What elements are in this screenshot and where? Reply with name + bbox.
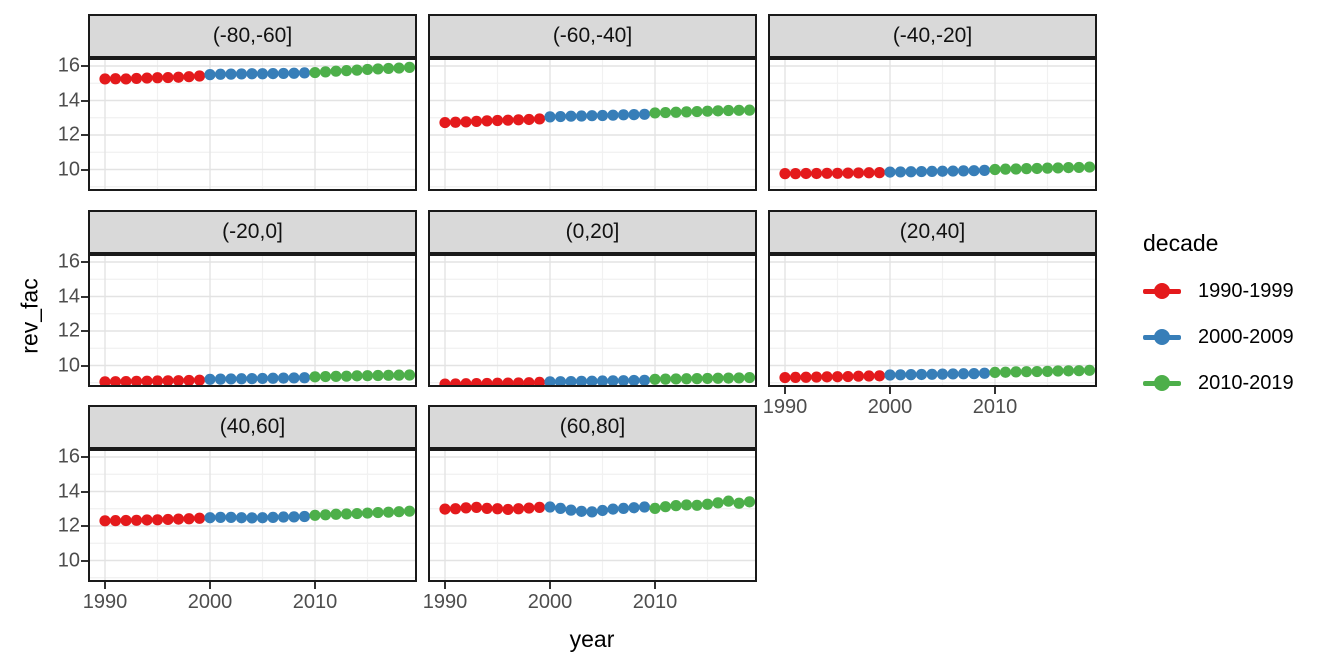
y-axis-tick-label: 12 bbox=[57, 123, 80, 146]
x-axis-tick-label: 1990 bbox=[762, 396, 808, 418]
x-axis-tick-mark bbox=[549, 582, 551, 589]
x-axis-tick-label: 1990 bbox=[82, 591, 128, 613]
y-axis-tick-label: 16 bbox=[57, 445, 80, 468]
facet-strip-label: (20,40] bbox=[768, 210, 1097, 254]
y-axis-tick-label: 16 bbox=[57, 250, 80, 273]
facet-strip-label: (40,60] bbox=[88, 405, 417, 449]
x-axis-tick-label: 2010 bbox=[292, 591, 338, 613]
legend-entry-2000-2009: 2000-2009 bbox=[1143, 325, 1294, 349]
y-axis-tick-mark bbox=[81, 525, 88, 527]
facet-strip-label: (-20,0] bbox=[88, 210, 417, 254]
y-axis-tick-mark bbox=[81, 261, 88, 263]
y-axis-tick-label: 14 bbox=[57, 89, 80, 111]
facet-strip-label: (60,80] bbox=[428, 405, 757, 449]
x-axis-tick-mark bbox=[889, 387, 891, 394]
legend-title: decade bbox=[1143, 230, 1219, 256]
y-axis-tick-label: 14 bbox=[57, 480, 80, 502]
legend-key-green-icon bbox=[1143, 373, 1181, 393]
x-axis-tick-label: 1990 bbox=[422, 591, 468, 613]
facet-panel bbox=[88, 254, 417, 387]
y-axis-tick-label: 16 bbox=[57, 54, 80, 77]
y-axis-tick-mark bbox=[81, 490, 88, 493]
x-axis-tick-mark bbox=[784, 387, 786, 394]
facet-strip-label: (-80,-60] bbox=[88, 14, 417, 58]
x-axis-tick-mark bbox=[444, 582, 446, 589]
y-axis-tick-label: 10 bbox=[57, 549, 80, 571]
x-axis-title: year bbox=[569, 626, 615, 652]
x-axis-tick-mark bbox=[209, 582, 211, 589]
legend-entry-2010-2019: 2010-2019 bbox=[1143, 371, 1294, 395]
facet-strip-label: (0,20] bbox=[428, 210, 757, 254]
x-axis-tick-mark bbox=[994, 387, 996, 394]
legend-label: 1990-1999 bbox=[1198, 279, 1294, 302]
legend-key-red-icon bbox=[1143, 281, 1181, 301]
y-axis-tick-mark bbox=[81, 134, 88, 136]
facet-panel bbox=[428, 58, 757, 191]
y-axis-tick-label: 10 bbox=[57, 354, 80, 376]
y-axis-tick-mark bbox=[81, 168, 88, 171]
y-axis-tick-label: 12 bbox=[57, 319, 80, 342]
x-axis-tick-label: 2000 bbox=[867, 396, 913, 418]
y-axis-tick-mark bbox=[81, 65, 88, 67]
x-axis-tick-mark bbox=[314, 582, 316, 589]
x-axis-tick-mark bbox=[654, 582, 656, 589]
facet-strip-label: (-40,-20] bbox=[768, 14, 1097, 58]
facet-panel bbox=[428, 449, 757, 582]
y-axis-tick-label: 14 bbox=[57, 285, 80, 307]
x-axis-tick-label: 2000 bbox=[187, 591, 233, 613]
legend-key-blue-icon bbox=[1143, 327, 1181, 347]
legend: decade 1990-1999 2000-2009 2010-2019 bbox=[1143, 230, 1294, 417]
y-axis-tick-mark bbox=[81, 456, 88, 458]
legend-entry-1990-1999: 1990-1999 bbox=[1143, 279, 1294, 303]
facet-panel bbox=[428, 254, 757, 387]
y-axis-tick-mark bbox=[81, 295, 88, 298]
facet-panel bbox=[88, 58, 417, 191]
x-axis-tick-label: 2010 bbox=[632, 591, 678, 613]
y-axis-tick-mark bbox=[81, 364, 88, 367]
facet-panel bbox=[768, 58, 1097, 191]
y-axis-tick-mark bbox=[81, 330, 88, 332]
x-axis-tick-label: 2010 bbox=[972, 396, 1018, 418]
legend-label: 2000-2009 bbox=[1198, 325, 1294, 348]
x-axis-tick-mark bbox=[104, 582, 106, 589]
x-axis-tick-label: 2000 bbox=[527, 591, 573, 613]
y-axis-tick-label: 10 bbox=[57, 158, 80, 180]
facet-panel bbox=[88, 449, 417, 582]
facet-panel bbox=[768, 254, 1097, 387]
y-axis-tick-mark bbox=[81, 559, 88, 562]
y-axis-tick-mark bbox=[81, 99, 88, 102]
facet-strip-label: (-60,-40] bbox=[428, 14, 757, 58]
legend-label: 2010-2019 bbox=[1198, 371, 1294, 394]
y-axis-tick-label: 12 bbox=[57, 514, 80, 537]
